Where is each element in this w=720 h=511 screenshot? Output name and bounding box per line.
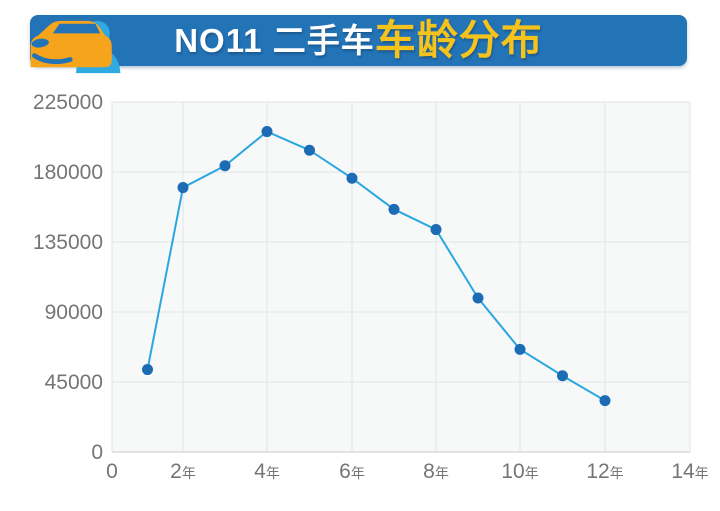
car-person-icon — [30, 20, 121, 74]
data-point — [557, 370, 568, 382]
data-point — [304, 144, 315, 156]
y-axis-label: 0 — [91, 441, 103, 464]
data-point — [142, 364, 153, 376]
data-point — [430, 224, 442, 236]
data-point — [514, 343, 526, 355]
y-axis-label: 90000 — [45, 301, 103, 324]
y-axis-label: 135000 — [33, 231, 103, 254]
y-axis-label: 225000 — [33, 91, 103, 114]
data-point — [599, 395, 611, 407]
y-axis-label: 180000 — [33, 161, 103, 184]
title-highlight: 车龄分布 — [374, 17, 543, 63]
y-axis-label: 45000 — [45, 371, 103, 394]
x-axis-label: 6年 — [339, 460, 365, 483]
x-axis-label: 8年 — [423, 460, 449, 483]
title-prefix: NO11 二手车 — [174, 22, 375, 59]
data-point — [177, 182, 189, 194]
header-banner: NO11 二手车 车龄分布 — [30, 15, 687, 74]
data-point — [261, 126, 273, 138]
x-axis-label: 12年 — [586, 460, 623, 483]
data-point — [472, 292, 484, 304]
data-point — [346, 172, 358, 184]
car-silhouette — [30, 20, 112, 68]
x-axis-label: 0 — [106, 460, 118, 483]
x-axis-label: 4年 — [254, 460, 280, 483]
x-axis-label: 2年 — [170, 460, 196, 483]
data-point — [219, 160, 231, 172]
x-axis-label: 14年 — [671, 460, 708, 483]
x-axis-label: 10年 — [501, 460, 538, 483]
data-line — [146, 130, 606, 402]
page-title: NO11 二手车 车龄分布 — [174, 20, 543, 61]
data-point — [388, 203, 400, 215]
